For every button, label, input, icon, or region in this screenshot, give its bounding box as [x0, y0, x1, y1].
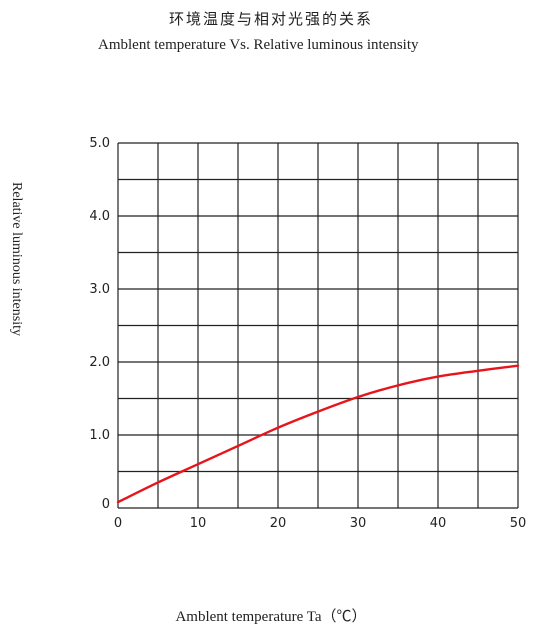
y-tick-labels: 0 1.0 2.0 3.0 4.0 5.0 — [89, 136, 110, 512]
y-tick-label: 1.0 — [89, 428, 110, 443]
y-tick-label: 4.0 — [89, 209, 110, 224]
series-line — [116, 364, 520, 504]
x-tick-label: 0 — [114, 516, 122, 531]
x-tick-label: 50 — [510, 516, 527, 531]
x-tick-label: 10 — [190, 516, 207, 531]
chart-subtitle: Amblent temperature Vs. Relative luminou… — [98, 37, 419, 53]
x-tick-label: 20 — [270, 516, 287, 531]
series-group — [116, 364, 520, 504]
x-axis-label: Amblent temperature Ta（℃） — [175, 609, 367, 625]
grid — [117, 142, 519, 509]
chart-title: 环境温度与相对光强的关系 — [168, 10, 373, 28]
y-tick-label: 5.0 — [89, 136, 110, 151]
y-axis-label: Relative luminous intensity — [9, 182, 24, 336]
y-tick-label: 2.0 — [89, 355, 110, 370]
x-tick-labels: 0 10 20 30 40 50 — [114, 516, 526, 531]
y-tick-label: 0 — [102, 497, 110, 512]
x-tick-label: 30 — [350, 516, 367, 531]
y-tick-label: 3.0 — [89, 282, 110, 297]
x-tick-label: 40 — [430, 516, 447, 531]
